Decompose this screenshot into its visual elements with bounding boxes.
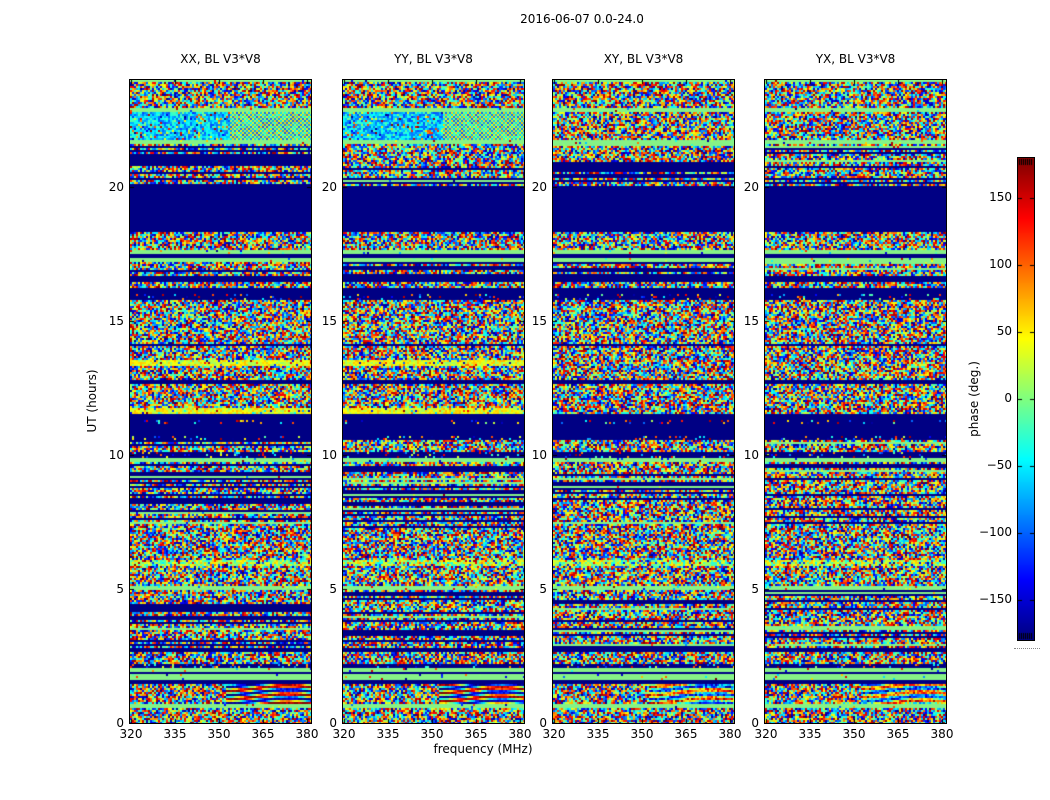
heatmap-canvas-yx bbox=[765, 80, 946, 723]
y-tick-label: 10 bbox=[743, 448, 759, 462]
colorbar-tick-label: 150 bbox=[989, 190, 1012, 204]
y-tick-label: 0 bbox=[751, 716, 759, 730]
x-tick-label: 380 bbox=[930, 727, 954, 741]
figure-title: 2016-06-07 0.0-24.0 bbox=[520, 12, 644, 26]
y-tick-label: 20 bbox=[108, 180, 124, 194]
x-tick-label: 350 bbox=[420, 727, 444, 741]
colorbar-tick-label: −50 bbox=[986, 458, 1012, 472]
x-tick-label: 335 bbox=[163, 727, 187, 741]
y-tick-label: 5 bbox=[539, 582, 547, 596]
colorbar bbox=[1017, 157, 1035, 641]
y-tick-label: 0 bbox=[539, 716, 547, 730]
colorbar-tick-label: −100 bbox=[979, 525, 1012, 539]
x-tick-label: 380 bbox=[295, 727, 319, 741]
y-tick-label: 0 bbox=[116, 716, 124, 730]
x-tick-label: 365 bbox=[886, 727, 910, 741]
panel-title-xy: XY, BL V3*V8 bbox=[603, 52, 684, 66]
y-tick-label: 20 bbox=[321, 180, 337, 194]
colorbar-under-marker bbox=[1014, 648, 1040, 649]
y-axis-label: UT (hours) bbox=[85, 369, 99, 433]
y-tick-label: 5 bbox=[116, 582, 124, 596]
heatmap-panel-yy bbox=[342, 79, 525, 724]
x-tick-label: 350 bbox=[630, 727, 654, 741]
heatmap-panel-yx bbox=[764, 79, 947, 724]
y-tick-label: 15 bbox=[531, 314, 547, 328]
panel-title-xx: XX, BL V3*V8 bbox=[180, 52, 261, 66]
y-tick-label: 15 bbox=[108, 314, 124, 328]
y-tick-label: 20 bbox=[531, 180, 547, 194]
y-tick-label: 5 bbox=[329, 582, 337, 596]
colorbar-tick-label: −150 bbox=[979, 592, 1012, 606]
y-tick-label: 5 bbox=[751, 582, 759, 596]
x-tick-label: 335 bbox=[586, 727, 610, 741]
heatmap-canvas-xy bbox=[553, 80, 734, 723]
x-tick-label: 365 bbox=[464, 727, 488, 741]
y-tick-label: 0 bbox=[329, 716, 337, 730]
x-tick-label: 320 bbox=[332, 727, 356, 741]
colorbar-tick-label: 0 bbox=[1004, 391, 1012, 405]
colorbar-tick-label: 100 bbox=[989, 257, 1012, 271]
x-tick-label: 320 bbox=[542, 727, 566, 741]
x-tick-label: 380 bbox=[718, 727, 742, 741]
x-tick-label: 335 bbox=[376, 727, 400, 741]
panel-title-yy: YY, BL V3*V8 bbox=[394, 52, 473, 66]
x-tick-label: 320 bbox=[754, 727, 778, 741]
x-tick-label: 365 bbox=[251, 727, 275, 741]
colorbar-canvas bbox=[1018, 158, 1034, 640]
heatmap-canvas-yy bbox=[343, 80, 524, 723]
x-tick-label: 350 bbox=[842, 727, 866, 741]
x-tick-label: 335 bbox=[798, 727, 822, 741]
x-tick-label: 365 bbox=[674, 727, 698, 741]
x-tick-label: 350 bbox=[207, 727, 231, 741]
colorbar-tick-label: 50 bbox=[996, 324, 1012, 338]
heatmap-panel-xx bbox=[129, 79, 312, 724]
y-tick-label: 15 bbox=[321, 314, 337, 328]
y-tick-label: 20 bbox=[743, 180, 759, 194]
y-tick-label: 15 bbox=[743, 314, 759, 328]
x-tick-label: 320 bbox=[119, 727, 143, 741]
y-tick-label: 10 bbox=[321, 448, 337, 462]
x-tick-label: 380 bbox=[508, 727, 532, 741]
x-axis-label: frequency (MHz) bbox=[433, 742, 533, 756]
y-tick-label: 10 bbox=[531, 448, 547, 462]
heatmap-canvas-xx bbox=[130, 80, 311, 723]
y-tick-label: 10 bbox=[108, 448, 124, 462]
panel-title-yx: YX, BL V3*V8 bbox=[815, 52, 896, 66]
heatmap-panel-xy bbox=[552, 79, 735, 724]
